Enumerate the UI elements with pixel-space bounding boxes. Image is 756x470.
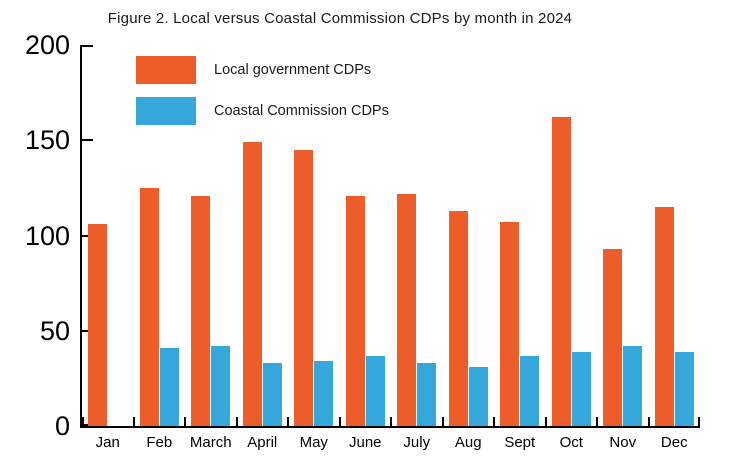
y-tick-mark-100 [82,234,93,237]
bar-coastal-nov [623,346,643,426]
legend-row-local: Local government CDPs [136,56,389,84]
x-axis-label-feb: Feb [146,434,173,451]
legend-row-coastal: Coastal Commission CDPs [136,97,389,125]
x-axis-label-dec: Dec [660,434,688,451]
bar-local-may [294,149,314,426]
x-tick-mark-2 [184,417,186,426]
legend: Local government CDPs Coastal Commission… [136,56,389,138]
legend-swatch-local-government-cdps [136,56,196,84]
bar-coastal-july [417,363,437,426]
bar-coastal-oct [571,351,591,426]
bar-coastal-feb [159,347,179,426]
bar-local-april [242,142,262,426]
y-tick-mark-150 [82,139,93,142]
x-axis-label-july: July [403,434,431,451]
x-tick-mark-4 [287,417,289,426]
x-tick-mark-5 [338,417,341,426]
y-axis-label-150: 150 [24,125,70,156]
plot-area: Local government CDPs Coastal Commission… [25,32,700,451]
y-axis-label-200: 200 [24,30,70,60]
bar-local-dec [654,206,674,426]
bar-local-sept [500,222,520,426]
bar-coastal-may [314,361,334,426]
bar-local-aug [448,210,468,426]
x-tick-mark-10 [596,417,598,426]
x-tick-mark-1 [132,417,135,426]
bar-coastal-aug [468,366,488,426]
bar-local-jan [88,224,108,426]
x-tick-mark-6 [390,417,392,426]
bar-local-nov [603,248,623,426]
bar-local-july [397,193,417,426]
x-tick-mark-8 [493,417,495,426]
x-tick-mark-11 [647,417,650,426]
x-axis-label-jan: Jan [95,434,120,451]
bar-coastal-march [211,346,231,426]
x-tick-mark-12 [698,417,700,426]
chart-title: Figure 2. Local versus Coastal Commissio… [107,10,573,27]
x-axis-label-march: March [189,434,232,451]
bar-coastal-april [262,363,282,426]
bar-local-june [345,195,365,426]
x-tick-mark-7 [441,417,444,426]
x-axis-label-nov: Nov [609,434,637,451]
x-axis-label-sept: Sept [504,434,536,451]
y-axis-label-0: 0 [54,411,70,441]
legend-swatch-coastal-commission-cdps [136,97,196,125]
x-axis-label-may: May [299,434,328,451]
y-tick-mark-50 [82,329,93,332]
bar-coastal-sept [520,355,540,426]
x-tick-mark-0 [82,417,84,426]
y-axis-label-50: 50 [39,315,70,346]
bar-local-march [191,195,211,426]
x-axis-label-april: April [247,434,278,451]
bar-local-oct [551,117,571,426]
y-tick-mark-0 [82,424,93,426]
y-tick-mark-200 [82,45,93,47]
x-axis-label-june: June [348,434,382,451]
bar-coastal-june [365,355,385,426]
x-axis-label-oct: Oct [559,434,583,451]
y-axis-label-100: 100 [24,220,70,251]
bar-local-feb [139,187,159,426]
legend-label-coastal-commission-cdps: Coastal Commission CDPs [214,103,389,119]
x-axis-label-aug: Aug [454,434,482,451]
legend-label-local-government-cdps: Local government CDPs [214,62,372,78]
x-tick-mark-9 [544,417,547,426]
bar-coastal-dec [674,351,694,426]
x-tick-mark-3 [235,417,238,426]
